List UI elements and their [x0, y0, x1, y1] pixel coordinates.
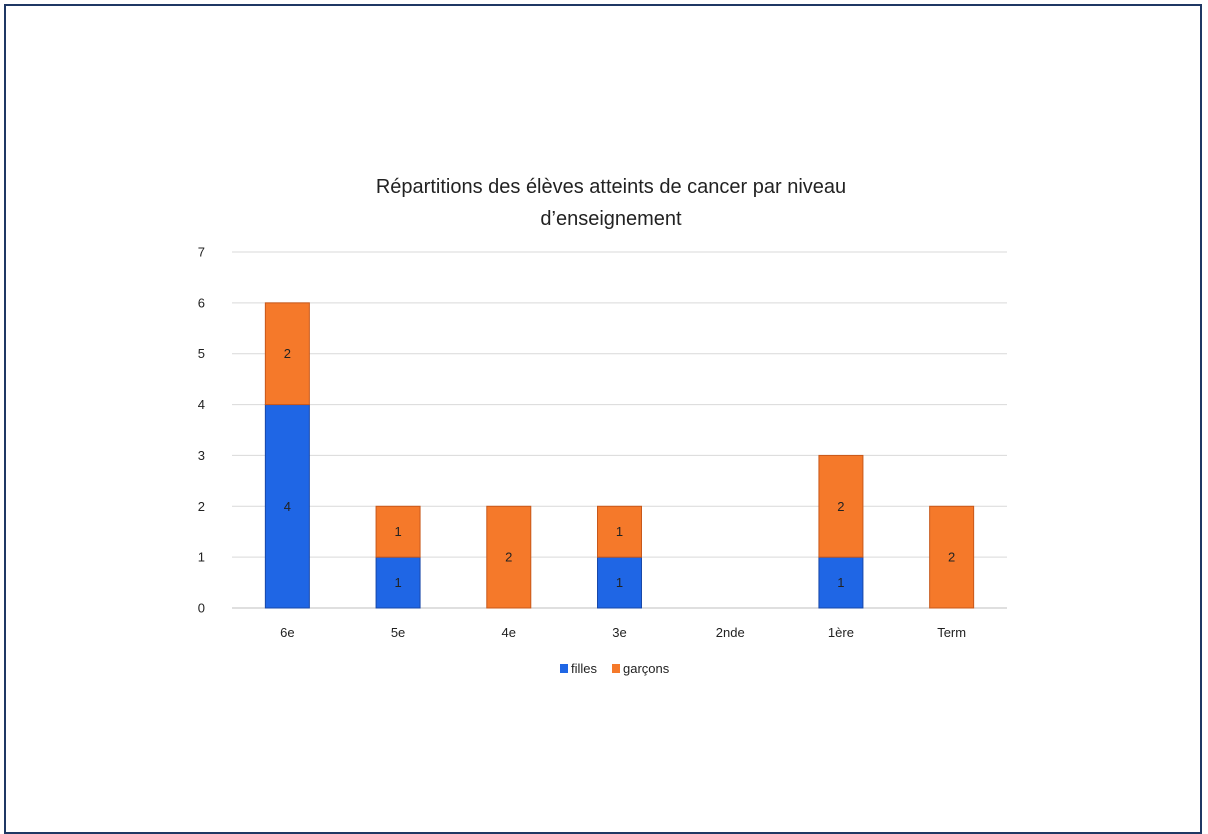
x-tick-label-2nde: 2nde — [716, 625, 745, 640]
data-label-garçons-6e: 2 — [284, 346, 291, 361]
bar-garçons-1ère — [818, 454, 864, 558]
legend-label-filles: filles — [571, 661, 598, 676]
data-label-garçons-4e: 2 — [505, 550, 512, 565]
data-label-garçons-3e: 1 — [616, 524, 623, 539]
bar-garçons-4e — [486, 505, 532, 609]
y-tick-label: 3 — [198, 448, 205, 463]
data-label-filles-3e: 1 — [616, 575, 623, 590]
data-label-garçons-1ère: 2 — [837, 499, 844, 514]
y-tick-label: 7 — [198, 245, 205, 260]
legend-swatch-filles — [560, 664, 568, 673]
y-tick-label: 2 — [198, 499, 205, 514]
bar-garçons-5e — [375, 505, 421, 558]
x-tick-label-3e: 3e — [612, 625, 626, 640]
data-label-filles-6e: 4 — [284, 499, 291, 514]
y-axis-tick-labels: 0 1 2 3 4 5 6 7 — [198, 245, 205, 616]
y-tick-label: 4 — [198, 397, 205, 412]
chart-title: Répartitions des élèves atteints de canc… — [376, 176, 846, 230]
chart-title-line-2: d’enseignement — [540, 208, 682, 230]
bar-filles-6e — [264, 404, 310, 609]
data-label-filles-1ère: 1 — [837, 575, 844, 590]
x-tick-label-1ère: 1ère — [828, 625, 854, 640]
bar-garçons-Term — [929, 505, 975, 609]
legend-label-garçons: garçons — [623, 661, 670, 676]
bar-garçons-6e — [264, 302, 310, 406]
data-label-garçons-5e: 1 — [394, 524, 401, 539]
x-tick-label-6e: 6e — [280, 625, 294, 640]
chart-title-line-1: Répartitions des élèves atteints de canc… — [376, 176, 846, 198]
x-axis-tick-labels: 6e 5e 4e 3e 2nde 1ère Term — [280, 625, 966, 640]
y-tick-label: 6 — [198, 295, 205, 310]
y-tick-label: 1 — [198, 550, 205, 565]
x-tick-label-Term: Term — [937, 625, 966, 640]
gridlines — [232, 251, 1007, 609]
bars — [264, 302, 975, 609]
y-tick-label: 0 — [198, 601, 205, 616]
x-tick-label-5e: 5e — [391, 625, 405, 640]
data-label-garçons-Term: 2 — [948, 550, 955, 565]
chart-frame — [4, 4, 1202, 834]
x-tick-label-4e: 4e — [502, 625, 516, 640]
legend-swatch-garçons — [612, 664, 620, 673]
legend: filles garçons — [560, 661, 670, 676]
data-label-filles-5e: 1 — [394, 575, 401, 590]
data-labels: 4 2 1 1 2 1 1 1 2 2 — [284, 346, 956, 590]
bar-garçons-3e — [597, 505, 642, 558]
y-tick-label: 5 — [198, 346, 205, 361]
bar-filles-1ère — [818, 556, 864, 609]
